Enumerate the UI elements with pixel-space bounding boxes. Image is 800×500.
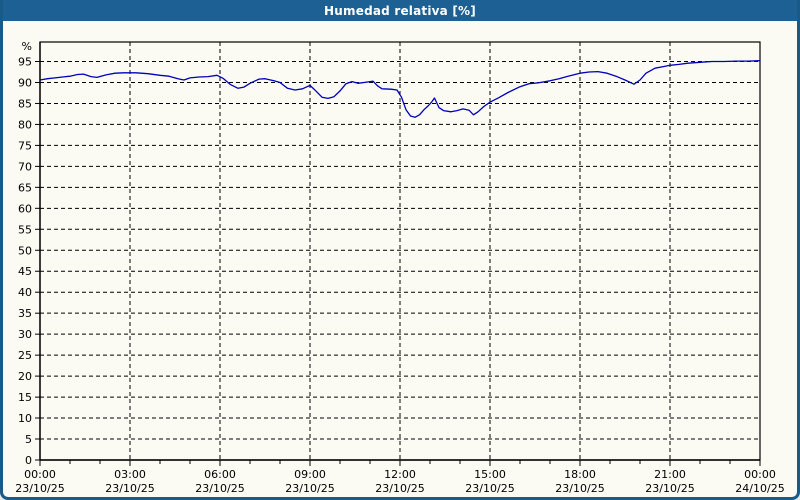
- y-tick-label: 50: [18, 244, 32, 257]
- x-tick-date-label: 23/10/25: [285, 482, 334, 495]
- y-tick-label: 15: [18, 391, 32, 404]
- y-tick-label: 40: [18, 286, 32, 299]
- x-tick-time-label: 21:00: [654, 468, 686, 481]
- humidity-line-chart: 95908580757065605550454035302520151050%0…: [15, 40, 784, 495]
- x-tick-time-label: 09:00: [294, 468, 326, 481]
- x-tick-time-label: 03:00: [114, 468, 146, 481]
- chart-panel: 95 90 85 80 75 70 65 60 55 50 45 40 35 30 25 20 15 10 5 0% 0…: [3, 21, 797, 497]
- x-tick-time-label: 00:00: [744, 468, 776, 481]
- x-tick-time-label: 12:00: [384, 468, 416, 481]
- x-tick-date-label: 23/10/25: [105, 482, 154, 495]
- x-tick-date-label: 23/10/25: [465, 482, 514, 495]
- y-tick-label: 0: [25, 454, 32, 467]
- x-tick-date-label: 24/10/25: [735, 482, 784, 495]
- y-tick-label: 25: [18, 349, 32, 362]
- y-tick-label: 90: [18, 76, 32, 89]
- y-tick-label: 60: [18, 202, 32, 215]
- y-tick-label: 10: [18, 412, 32, 425]
- y-tick-label: 65: [18, 181, 32, 194]
- x-tick-time-label: 18:00: [564, 468, 596, 481]
- x-tick-date-label: 23/10/25: [195, 482, 244, 495]
- y-tick-label: 55: [18, 223, 32, 236]
- y-tick-label: 5: [25, 433, 32, 446]
- x-tick-date-label: 23/10/25: [555, 482, 604, 495]
- y-tick-label: 30: [18, 328, 32, 341]
- y-tick-label: 80: [18, 118, 32, 131]
- y-tick-label: 95: [18, 56, 32, 69]
- y-tick-label: 35: [18, 307, 32, 320]
- y-tick-label: 70: [18, 160, 32, 173]
- x-tick-time-label: 00:00: [24, 468, 56, 481]
- y-tick-label: 85: [18, 97, 32, 110]
- y-tick-label: 75: [18, 139, 32, 152]
- chart-title: Humedad relativa [%]: [324, 3, 476, 18]
- x-tick-date-label: 23/10/25: [15, 482, 64, 495]
- y-tick-label: 20: [18, 370, 32, 383]
- x-tick-time-label: 15:00: [474, 468, 506, 481]
- y-axis-unit-label: %: [22, 40, 32, 53]
- x-tick-date-label: 23/10/25: [375, 482, 424, 495]
- x-tick-time-label: 06:00: [204, 468, 236, 481]
- chart-title-bar: Humedad relativa [%]: [3, 0, 797, 21]
- humidity-series-line: [39, 60, 761, 118]
- x-tick-date-label: 23/10/25: [645, 482, 694, 495]
- y-tick-label: 45: [18, 265, 32, 278]
